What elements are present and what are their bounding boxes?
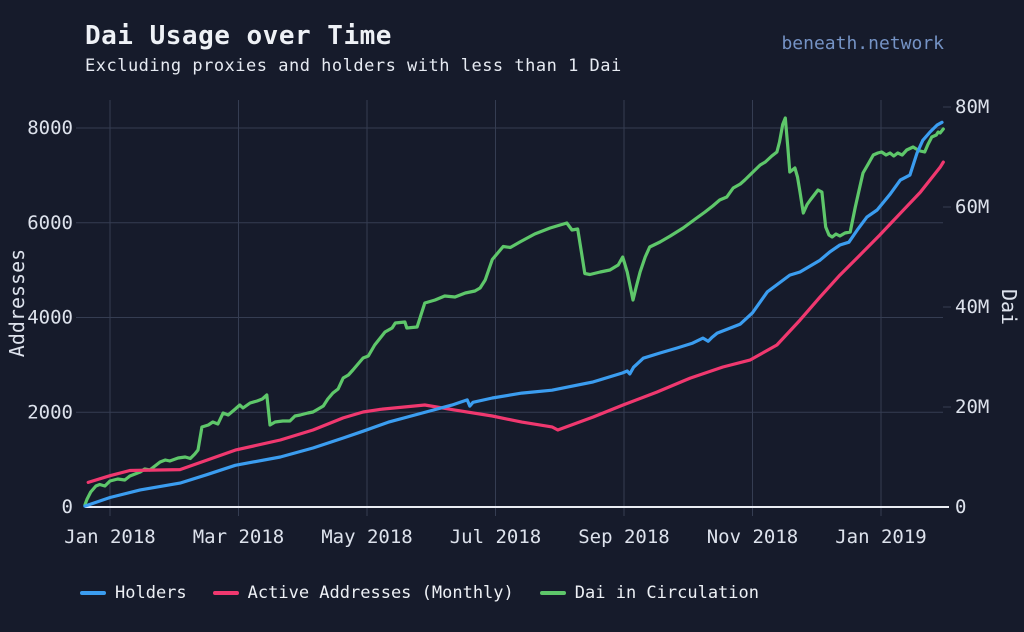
y-left-tick-label: 0 bbox=[62, 496, 73, 518]
legend-item-active-addresses-monthly[interactable]: Active Addresses (Monthly) bbox=[212, 583, 514, 603]
x-tick-label: Nov 2018 bbox=[707, 526, 799, 548]
legend-item-holders[interactable]: Holders bbox=[80, 583, 187, 603]
legend: Holders Active Addresses (Monthly) Dai in … bbox=[80, 583, 759, 603]
chart-title: Dai Usage over Time bbox=[85, 21, 392, 51]
x-tick-label: Jan 2019 bbox=[835, 526, 927, 548]
y-right-tick-label: 40M bbox=[955, 296, 989, 318]
y-left-tick-label: 8000 bbox=[27, 117, 73, 139]
legend-label: Holders bbox=[115, 583, 187, 603]
x-tick-label: May 2018 bbox=[321, 526, 413, 548]
y-right-tick-label: 60M bbox=[955, 196, 989, 218]
y-left-tick-label: 2000 bbox=[27, 401, 73, 423]
chart-subtitle: Excluding proxies and holders with less … bbox=[85, 56, 622, 76]
series-line-active-addresses-monthly[interactable] bbox=[86, 160, 945, 484]
legend-swatch bbox=[80, 591, 106, 595]
legend-label: Dai in Circulation bbox=[574, 583, 759, 603]
legend-item-dai-in-circulation[interactable]: Dai in Circulation bbox=[539, 583, 759, 603]
y-right-tick-label: 0 bbox=[955, 496, 966, 518]
y-right-tick-label: 20M bbox=[955, 396, 989, 418]
legend-swatch bbox=[539, 591, 566, 595]
y-right-axis-title: Dai bbox=[997, 289, 1021, 325]
y-right-tick-label: 80M bbox=[955, 96, 989, 118]
series-line-holders[interactable] bbox=[83, 120, 944, 508]
y-left-tick-label: 6000 bbox=[27, 212, 73, 234]
legend-label: Active Addresses (Monthly) bbox=[247, 583, 514, 603]
legend-swatch bbox=[212, 591, 239, 595]
x-tick-label: Mar 2018 bbox=[193, 526, 285, 548]
y-left-tick-label: 4000 bbox=[27, 307, 73, 329]
x-tick-label: Jul 2018 bbox=[450, 526, 542, 548]
x-tick-label: Jan 2018 bbox=[64, 526, 156, 548]
y-left-axis-title: Addresses bbox=[5, 249, 29, 357]
series-line-dai-in-circulation[interactable] bbox=[83, 116, 945, 507]
brand-link[interactable]: beneath.network bbox=[781, 33, 944, 54]
x-tick-label: Sep 2018 bbox=[578, 526, 670, 548]
